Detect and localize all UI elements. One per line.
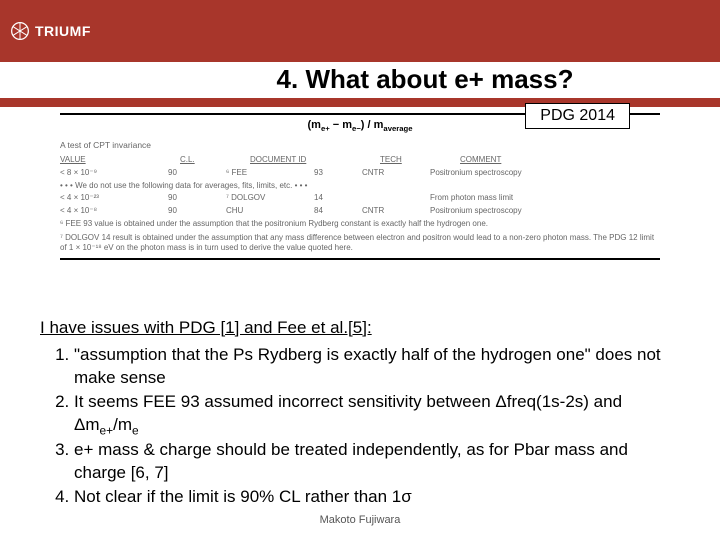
logo-text: TRIUMF [35,23,91,39]
list-item: "assumption that the Ps Rydberg is exact… [74,344,680,390]
body-content: I have issues with PDG [1] and Fee et al… [0,317,720,509]
figure-data-row: < 4 × 10⁻⁸ 90 CHU 84 CNTR Positronium sp… [60,206,660,216]
list-item: Not clear if the limit is 90% CL rather … [74,486,680,509]
logo: TRIUMF [10,21,91,41]
issues-list: "assumption that the Ps Rydberg is exact… [40,344,680,509]
pdg-figure: (me+ − me−) / maverage A test of CPT inv… [60,113,660,313]
figure-subtitle: A test of CPT invariance [60,140,660,151]
footer-author: Makoto Fujiwara [0,514,720,526]
figure-header-row: VALUE C.L. DOCUMENT ID TECH COMMENT [60,155,660,165]
figure-data-row: < 8 × 10⁻⁹ 90 ⁶ FEE 93 CNTR Positronium … [60,168,660,178]
list-item: e+ mass & charge should be treated indep… [74,439,680,485]
header-bar: TRIUMF [0,0,720,62]
figure-dots: • • • We do not use the following data f… [60,181,660,191]
slide-title: 4. What about e+ mass? [0,62,720,98]
pdg-badge: PDG 2014 [525,103,630,129]
figure-footnote: ⁶ FEE 93 value is obtained under the ass… [60,219,660,229]
triumf-logo-icon [10,21,30,41]
figure-footnote: ⁷ DOLGOV 14 result is obtained under the… [60,233,660,254]
list-item: It seems FEE 93 assumed incorrect sensit… [74,391,680,438]
figure-data-row: < 4 × 10⁻²³ 90 ⁷ DOLGOV 14 From photon m… [60,193,660,203]
intro-text: I have issues with PDG [1] and Fee et al… [40,317,680,340]
